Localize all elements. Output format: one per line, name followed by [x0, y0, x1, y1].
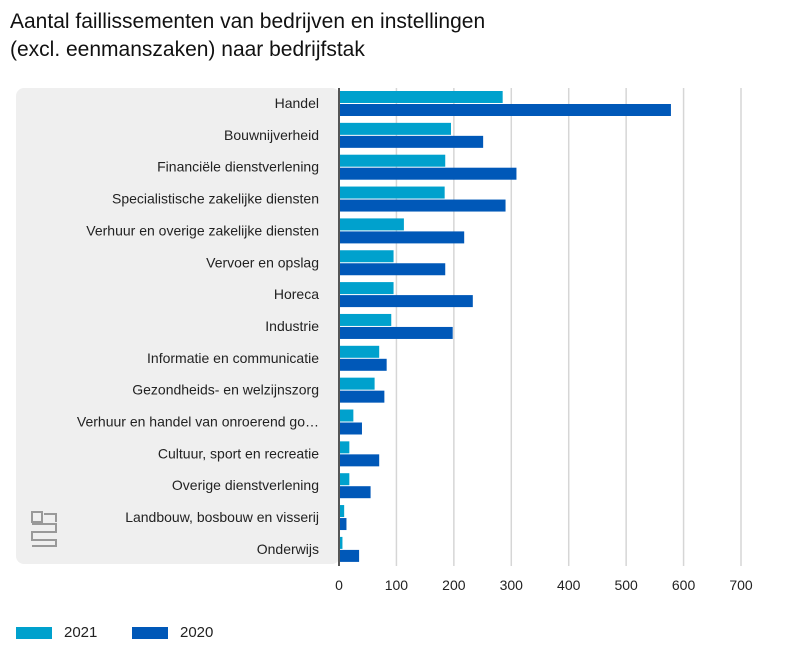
- bar-2021: [339, 441, 350, 454]
- category-label: Bouwnijverheid: [224, 127, 319, 143]
- bar-2020: [339, 358, 387, 371]
- legend-item-2020[interactable]: 2020: [132, 624, 248, 641]
- bar-2020: [339, 104, 671, 116]
- bar-2020: [339, 135, 484, 148]
- category-label: Horeca: [274, 286, 319, 302]
- category-label: Vervoer en opslag: [206, 254, 319, 270]
- bar-2021: [339, 409, 354, 422]
- bar-2020: [339, 167, 517, 180]
- legend-item-2021[interactable]: 2021: [16, 624, 132, 641]
- bar-2021: [339, 91, 503, 103]
- x-tick-label: 600: [672, 577, 696, 593]
- x-tick-label: 400: [557, 577, 581, 593]
- bar-2021: [339, 377, 375, 390]
- bar-2021: [339, 505, 345, 518]
- bar-2020: [339, 326, 453, 339]
- category-label: Gezondheids- en welzijnszorg: [132, 382, 319, 398]
- bar-2020: [339, 422, 362, 435]
- bar-2021: [339, 282, 394, 295]
- bar-2021: [339, 345, 380, 358]
- bar-2020: [339, 263, 446, 276]
- x-tick-label: 100: [385, 577, 409, 593]
- legend-label: 2021: [64, 624, 98, 641]
- bar-2021: [339, 218, 404, 231]
- category-label: Handel: [275, 95, 319, 111]
- category-label: Verhuur en overige zakelijke diensten: [86, 222, 319, 238]
- category-label: Onderwijs: [257, 541, 319, 557]
- category-label: Landbouw, bosbouw en visserij: [125, 509, 319, 525]
- bar-2020: [339, 295, 473, 308]
- category-label: Industrie: [265, 318, 319, 334]
- bar-2020: [339, 486, 371, 499]
- category-label: Overige dienstverlening: [172, 477, 319, 493]
- bar-2020: [339, 390, 385, 403]
- bar-2020: [339, 518, 347, 531]
- x-tick-label: 500: [614, 577, 638, 593]
- bar-2021: [339, 473, 350, 486]
- bar-2020: [339, 231, 465, 244]
- category-label: Informatie en communicatie: [147, 350, 319, 366]
- category-label: Verhuur en handel van onroerend go…: [77, 414, 319, 430]
- bar-2021: [339, 186, 445, 199]
- legend: 2021 2020: [16, 624, 248, 641]
- legend-label: 2020: [180, 624, 214, 641]
- bar-2021: [339, 313, 392, 326]
- legend-swatch: [16, 626, 52, 639]
- legend-swatch: [132, 626, 168, 639]
- category-label: Cultuur, sport en recreatie: [158, 445, 319, 461]
- bar-2020: [339, 199, 506, 212]
- bar-2021: [339, 122, 451, 135]
- category-label-panel: [16, 88, 340, 564]
- x-tick-label: 300: [500, 577, 524, 593]
- bar-2021: [339, 154, 446, 167]
- bar-2021: [339, 250, 394, 263]
- x-tick-label: 0: [335, 577, 343, 593]
- bar-2021: [339, 536, 343, 549]
- category-label: Specialistische zakelijke diensten: [112, 191, 319, 207]
- x-tick-label: 200: [442, 577, 466, 593]
- x-tick-label: 700: [729, 577, 753, 593]
- bar-2020: [339, 549, 360, 562]
- chart-title: Aantal faillissementen van bedrijven en …: [10, 10, 486, 61]
- cbs-logo: [30, 510, 58, 553]
- category-label: Financiële dienstverlening: [157, 159, 319, 175]
- bar-2020: [339, 454, 380, 467]
